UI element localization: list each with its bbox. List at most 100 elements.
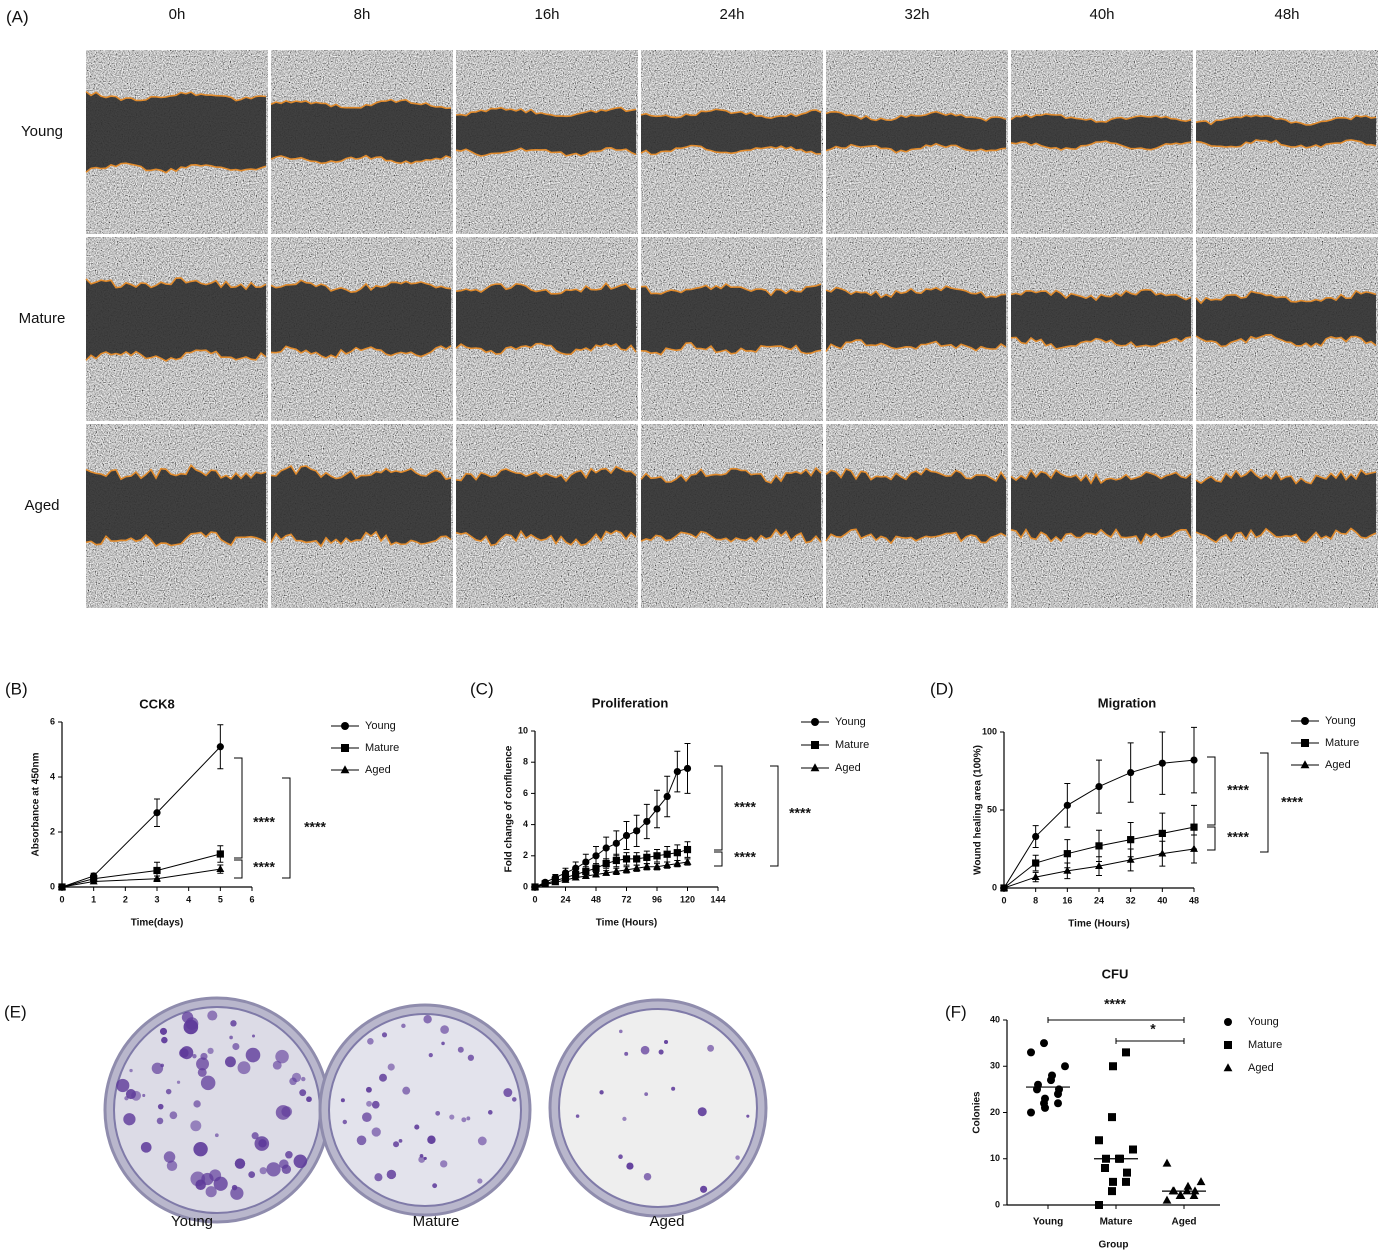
x-tick-label: 0 bbox=[1001, 895, 1006, 905]
colony bbox=[163, 1151, 176, 1163]
x-tick-label: 24 bbox=[1094, 895, 1104, 905]
colony bbox=[663, 1039, 669, 1045]
significance-label: **** bbox=[734, 799, 756, 815]
colony bbox=[402, 1086, 411, 1095]
colony bbox=[419, 1154, 424, 1158]
data-point bbox=[216, 743, 224, 751]
colony bbox=[258, 1139, 267, 1148]
colony bbox=[252, 1034, 256, 1038]
wound-edge bbox=[825, 339, 1007, 353]
column-label: 24h bbox=[719, 6, 744, 23]
x-axis-label: Time (Hours) bbox=[1068, 919, 1130, 930]
data-point bbox=[551, 878, 560, 886]
data-point bbox=[622, 865, 631, 873]
colony bbox=[190, 1120, 202, 1132]
legend-label: Aged bbox=[1248, 1062, 1274, 1074]
colony bbox=[356, 1135, 367, 1146]
data-point bbox=[1040, 1039, 1048, 1048]
colony bbox=[449, 1114, 455, 1120]
data-point bbox=[153, 809, 161, 817]
y-tick-label: 4 bbox=[523, 819, 528, 829]
data-point bbox=[1027, 1108, 1035, 1117]
data-point bbox=[1063, 801, 1071, 809]
legend-marker bbox=[1223, 1063, 1233, 1072]
data-point bbox=[1063, 866, 1072, 874]
significance-label: * bbox=[1150, 1021, 1156, 1037]
legend-label: Aged bbox=[835, 762, 861, 774]
y-axis-label: Wound healing area (100%) bbox=[973, 745, 984, 875]
colony bbox=[487, 1110, 493, 1115]
colony bbox=[735, 1155, 740, 1160]
wound-edge bbox=[640, 144, 822, 156]
row-label: Young bbox=[21, 123, 63, 140]
chart-title: Proliferation bbox=[592, 695, 669, 710]
y-tick-label: 40 bbox=[990, 1014, 1000, 1024]
data-point bbox=[1127, 836, 1135, 844]
wound-edge bbox=[1010, 113, 1192, 123]
legend-label: Young bbox=[365, 720, 396, 732]
colony bbox=[511, 1097, 517, 1102]
legend-label: Mature bbox=[1248, 1039, 1282, 1051]
plate bbox=[328, 1013, 522, 1207]
wound-edge bbox=[825, 142, 1007, 154]
plate-label: Mature bbox=[413, 1213, 460, 1230]
data-point bbox=[1123, 1168, 1131, 1177]
significance-bracket bbox=[714, 851, 723, 867]
colony bbox=[299, 1089, 307, 1097]
data-point bbox=[1183, 1181, 1193, 1190]
colony bbox=[618, 1154, 623, 1159]
x-tick-label: 16 bbox=[1062, 895, 1072, 905]
legend-label: Young bbox=[1325, 715, 1356, 727]
colony bbox=[285, 1150, 293, 1159]
colony bbox=[230, 1186, 244, 1200]
legend-marker bbox=[341, 744, 349, 752]
y-tick-label: 20 bbox=[990, 1107, 1000, 1117]
colony bbox=[259, 1167, 267, 1175]
colony bbox=[193, 1100, 201, 1108]
wound-edge bbox=[825, 110, 1007, 122]
y-axis-label: Fold change of confluence bbox=[504, 745, 515, 872]
legend-label: Aged bbox=[1325, 759, 1351, 771]
x-axis-label: Time (Hours) bbox=[596, 918, 658, 929]
data-point bbox=[216, 864, 225, 873]
x-tick-label: 72 bbox=[621, 894, 631, 904]
colony bbox=[432, 1183, 438, 1189]
wound-edge bbox=[455, 529, 637, 547]
series-line bbox=[534, 767, 688, 888]
data-point bbox=[653, 852, 661, 860]
y-tick-label: 0 bbox=[523, 881, 528, 891]
x-tick-label: Mature bbox=[1100, 1217, 1133, 1228]
colony bbox=[643, 1172, 652, 1181]
panel-label: (F) bbox=[945, 1002, 967, 1021]
colony bbox=[293, 1154, 308, 1169]
colony bbox=[229, 1035, 233, 1040]
wound-edge bbox=[1195, 468, 1377, 485]
colony bbox=[362, 1112, 372, 1123]
wound-edge bbox=[1010, 468, 1192, 485]
legend-marker bbox=[810, 763, 820, 772]
wound-edge bbox=[1010, 528, 1192, 545]
y-tick-label: 10 bbox=[518, 725, 528, 735]
colony bbox=[179, 1048, 189, 1058]
wound-edge bbox=[1010, 140, 1192, 151]
wound-area bbox=[826, 286, 1006, 352]
wound-edge bbox=[270, 98, 452, 110]
colony bbox=[200, 1075, 216, 1091]
colony bbox=[622, 1116, 627, 1122]
data-point bbox=[1108, 1113, 1116, 1122]
column-label: 0h bbox=[169, 6, 186, 23]
wound-edge bbox=[85, 531, 267, 548]
row-label: Aged bbox=[24, 497, 59, 514]
significance-label: **** bbox=[1227, 782, 1249, 798]
significance-label: **** bbox=[1281, 794, 1303, 810]
x-tick-label: 2 bbox=[123, 894, 128, 904]
data-point bbox=[1048, 1071, 1056, 1080]
colony bbox=[161, 1036, 168, 1044]
wound-edge bbox=[825, 467, 1007, 482]
colony bbox=[129, 1068, 133, 1073]
colony bbox=[275, 1049, 289, 1064]
data-point bbox=[1162, 1158, 1172, 1167]
colony bbox=[386, 1169, 397, 1180]
colony bbox=[440, 1160, 448, 1168]
colony bbox=[398, 1138, 403, 1143]
